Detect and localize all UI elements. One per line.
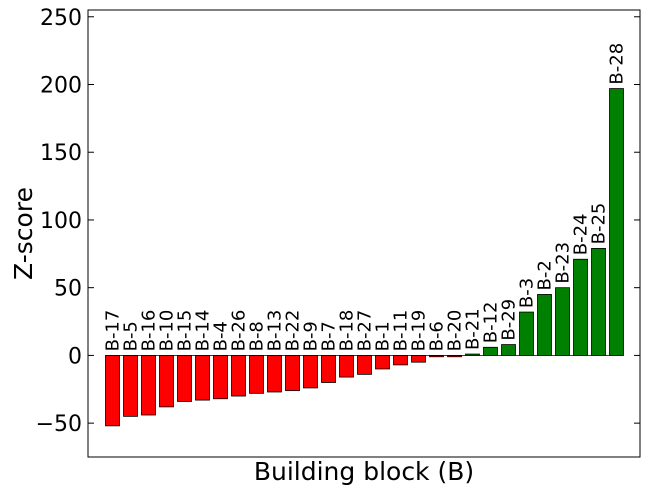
bar-b-13 — [267, 355, 282, 393]
bar-b-8 — [249, 355, 264, 394]
y-tick-label: 0 — [68, 344, 82, 369]
bar-label-b-19: B-19 — [409, 310, 430, 352]
bar-b-24 — [573, 258, 588, 356]
y-axis-label: Z-score — [9, 187, 38, 280]
bar-label-b-14: B-14 — [193, 310, 214, 352]
bar-label-b-10: B-10 — [157, 310, 178, 352]
bar-label-b-12: B-12 — [481, 302, 502, 344]
plot-frame — [87, 9, 641, 458]
bar-label-b-4: B-4 — [211, 321, 232, 351]
bar-b-28 — [609, 88, 624, 356]
bar-label-b-8: B-8 — [247, 321, 268, 351]
bar-b-2 — [537, 294, 552, 356]
bar-b-4 — [213, 355, 228, 400]
bar-b-22 — [285, 355, 300, 392]
bar-b-5 — [123, 355, 138, 417]
bar-b-14 — [195, 355, 210, 401]
y-tick-label: 200 — [40, 74, 82, 99]
bar-label-b-28: B-28 — [607, 43, 628, 85]
bar-b-15 — [177, 355, 192, 402]
bar-b-23 — [555, 287, 570, 356]
bar-label-b-23: B-23 — [553, 242, 574, 284]
bar-label-b-6: B-6 — [427, 321, 448, 351]
bar-b-26 — [231, 355, 246, 397]
bar-b-12 — [483, 346, 498, 356]
bar-b-11 — [393, 355, 408, 366]
y-tick-label: 250 — [40, 6, 82, 31]
bar-b-17 — [105, 355, 120, 427]
bar-b-19 — [411, 355, 426, 363]
bar-labels-group: B-17B-5B-16B-10B-15B-14B-4B-26B-8B-13B-2… — [103, 43, 628, 352]
bar-label-b-11: B-11 — [391, 310, 412, 352]
bar-label-b-15: B-15 — [175, 310, 196, 352]
bar-b-27 — [357, 355, 372, 375]
bar-label-b-7: B-7 — [319, 321, 340, 351]
bar-b-10 — [159, 355, 174, 408]
x-axis-label: Building block (B) — [254, 457, 474, 486]
bar-label-b-25: B-25 — [589, 203, 610, 245]
bar-b-1 — [375, 355, 390, 370]
bar-b-7 — [321, 355, 336, 383]
bar-b-25 — [591, 247, 606, 356]
bar-label-b-9: B-9 — [301, 321, 322, 351]
y-tick-label: 100 — [40, 209, 82, 234]
bar-label-b-22: B-22 — [283, 310, 304, 352]
bar-label-b-5: B-5 — [121, 321, 142, 351]
bar-label-b-27: B-27 — [355, 310, 376, 352]
bar-b-18 — [339, 355, 354, 378]
y-tick-label: −50 — [36, 412, 82, 437]
bar-label-b-2: B-2 — [535, 260, 556, 290]
bar-label-b-3: B-3 — [517, 278, 538, 308]
bar-label-b-24: B-24 — [571, 213, 592, 255]
bar-label-b-1: B-1 — [373, 321, 394, 351]
bar-b-16 — [141, 355, 156, 416]
bar-b-3 — [519, 311, 534, 356]
bar-b-9 — [303, 355, 318, 389]
bar-label-b-17: B-17 — [103, 310, 124, 352]
y-tick-label: 150 — [40, 141, 82, 166]
bar-label-b-21: B-21 — [463, 308, 484, 350]
y-ticks-group: −50 0 50 100 150 200 250 — [36, 6, 640, 437]
bars-group — [105, 88, 624, 427]
bar-b-29 — [501, 344, 516, 356]
bar-label-b-16: B-16 — [139, 310, 160, 352]
bar-label-b-26: B-26 — [229, 310, 250, 352]
y-tick-label: 50 — [54, 277, 82, 302]
bar-label-b-18: B-18 — [337, 310, 358, 352]
bar-label-b-29: B-29 — [499, 299, 520, 341]
bar-label-b-20: B-20 — [445, 310, 466, 352]
bar-label-b-13: B-13 — [265, 310, 286, 352]
